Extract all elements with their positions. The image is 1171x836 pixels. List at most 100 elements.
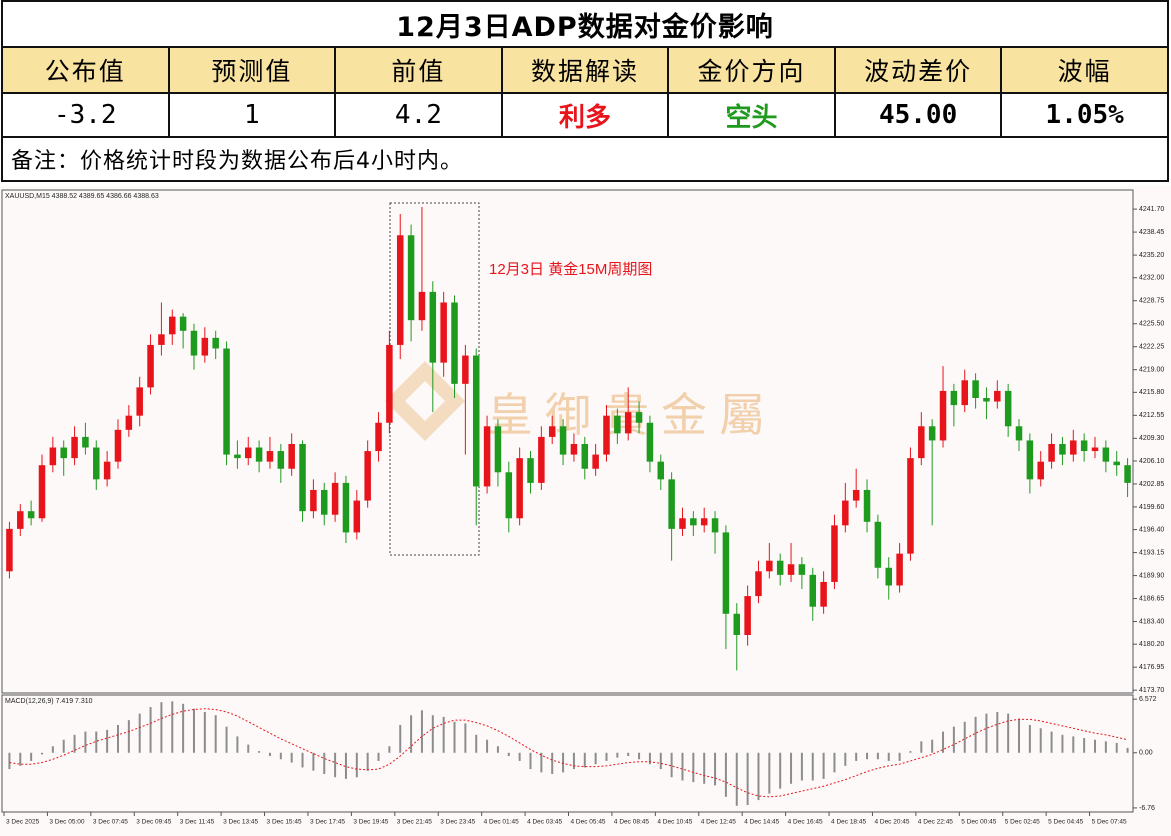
- macd-bar: [768, 752, 771, 794]
- logo: [385, 361, 465, 441]
- candle-body: [548, 426, 556, 437]
- macd-bar: [540, 752, 543, 773]
- macd-bar: [605, 752, 608, 761]
- macd-bar: [985, 713, 988, 753]
- x-tick-label: 4 Dec 12:45: [701, 819, 736, 826]
- candle-body: [907, 458, 914, 554]
- macd-bar: [258, 751, 261, 753]
- candle-body: [49, 447, 57, 466]
- macd-bar: [377, 752, 380, 761]
- x-tick-label: 4 Dec 22:45: [918, 819, 953, 826]
- x-tick-label: 4 Dec 08:45: [614, 819, 649, 826]
- y-tick-label: 4199.60: [1139, 504, 1164, 511]
- candle-body: [114, 429, 122, 462]
- macd-bar: [1039, 728, 1042, 753]
- x-tick-label: 5 Dec 02:45: [1005, 819, 1040, 826]
- candle-body: [418, 291, 426, 321]
- macd-bar: [1028, 725, 1031, 753]
- macd-bar: [627, 752, 630, 757]
- candle-body: [505, 472, 513, 519]
- candle-body: [331, 482, 339, 515]
- macd-bar: [822, 752, 825, 779]
- macd-bar: [681, 752, 684, 781]
- candle-body: [646, 422, 654, 462]
- y-tick-label: -6.76: [1139, 805, 1155, 812]
- macd-bar: [388, 746, 391, 753]
- macd-bar: [323, 752, 326, 774]
- candle-body: [994, 390, 1001, 402]
- candle-body: [700, 518, 708, 526]
- x-tick-label: 3 Dec 2025: [6, 819, 40, 826]
- macd-bar: [692, 752, 695, 783]
- macd-bar: [1083, 738, 1086, 753]
- macd-bar: [496, 746, 499, 753]
- macd-bar: [507, 752, 510, 757]
- header-cell: 预测值: [167, 46, 337, 94]
- macd-bar: [551, 752, 554, 774]
- candle-body: [559, 426, 567, 455]
- macd-bar: [942, 731, 945, 753]
- macd-bar: [442, 716, 445, 753]
- candle-body: [852, 489, 860, 501]
- candle-body: [136, 387, 143, 416]
- candle-body: [657, 461, 665, 480]
- candle-body: [896, 553, 903, 586]
- macd-bar: [1061, 734, 1064, 753]
- candle-body: [679, 518, 686, 529]
- macd-bar: [1126, 747, 1129, 753]
- macd-bar: [464, 723, 467, 753]
- candle-body: [820, 581, 827, 607]
- macd-bar: [594, 752, 597, 765]
- summary-table: 12月3日ADP数据对金价影响 公布值 预测值 前值 数据解读 金价方向 波动差…: [1, 0, 1169, 182]
- x-tick-label: 3 Dec 09:45: [136, 819, 171, 826]
- macd-bar: [757, 752, 760, 801]
- macd-bar: [182, 703, 185, 753]
- macd-bar: [529, 752, 532, 770]
- macd-bar: [420, 710, 423, 753]
- macd-bar: [73, 734, 76, 753]
- candle-body: [190, 330, 198, 356]
- candle-body: [874, 521, 882, 568]
- candle-body: [38, 465, 46, 519]
- macd-bar: [106, 729, 109, 753]
- value-cell: 1.05%: [1000, 92, 1169, 138]
- macd-bar: [562, 752, 565, 773]
- macd-title: MACD(12,26,9) 7.419 7.310: [5, 698, 93, 705]
- x-tick-label: 5 Dec 00:45: [961, 819, 996, 826]
- candle-body: [581, 443, 589, 469]
- macd-bar: [51, 746, 54, 753]
- candle-body: [787, 564, 795, 575]
- x-tick-label: 4 Dec 10:45: [657, 819, 692, 826]
- macd-bar: [431, 715, 434, 753]
- macd-bar: [746, 752, 749, 805]
- candle-body: [288, 443, 295, 469]
- macd-bar: [898, 752, 901, 761]
- macd-bar: [714, 752, 717, 786]
- candle-body: [386, 344, 393, 423]
- y-tick-label: 4209.30: [1139, 435, 1164, 442]
- candle-body: [798, 564, 806, 575]
- candle-body: [255, 447, 263, 462]
- y-tick-label: 4186.65: [1139, 595, 1164, 602]
- macd-bar: [95, 731, 98, 753]
- header-cell: 波幅: [1000, 46, 1169, 94]
- candle-body: [103, 461, 111, 480]
- macd-bar: [301, 752, 304, 768]
- macd-bar: [1050, 731, 1053, 753]
- x-tick-label: 4 Dec 14:45: [744, 819, 779, 826]
- y-tick-label: 4212.55: [1139, 412, 1164, 419]
- candle-body: [440, 302, 447, 363]
- candle-body: [614, 415, 621, 434]
- note: 备注：价格统计时段为数据公布后4小时内。: [1, 136, 1169, 182]
- macd-bar: [312, 752, 315, 771]
- candle-body: [71, 436, 78, 459]
- y-tick-label: 4173.70: [1139, 687, 1164, 694]
- candle-body: [396, 235, 404, 345]
- macd-bar: [963, 721, 966, 753]
- value-cell: 空头: [667, 92, 836, 138]
- macd-bar: [453, 721, 456, 753]
- macd-bar: [1094, 739, 1097, 753]
- annotation: 12月3日 黄金15M周期图: [489, 261, 652, 278]
- candle-body: [722, 532, 730, 614]
- macd-bar: [366, 752, 369, 771]
